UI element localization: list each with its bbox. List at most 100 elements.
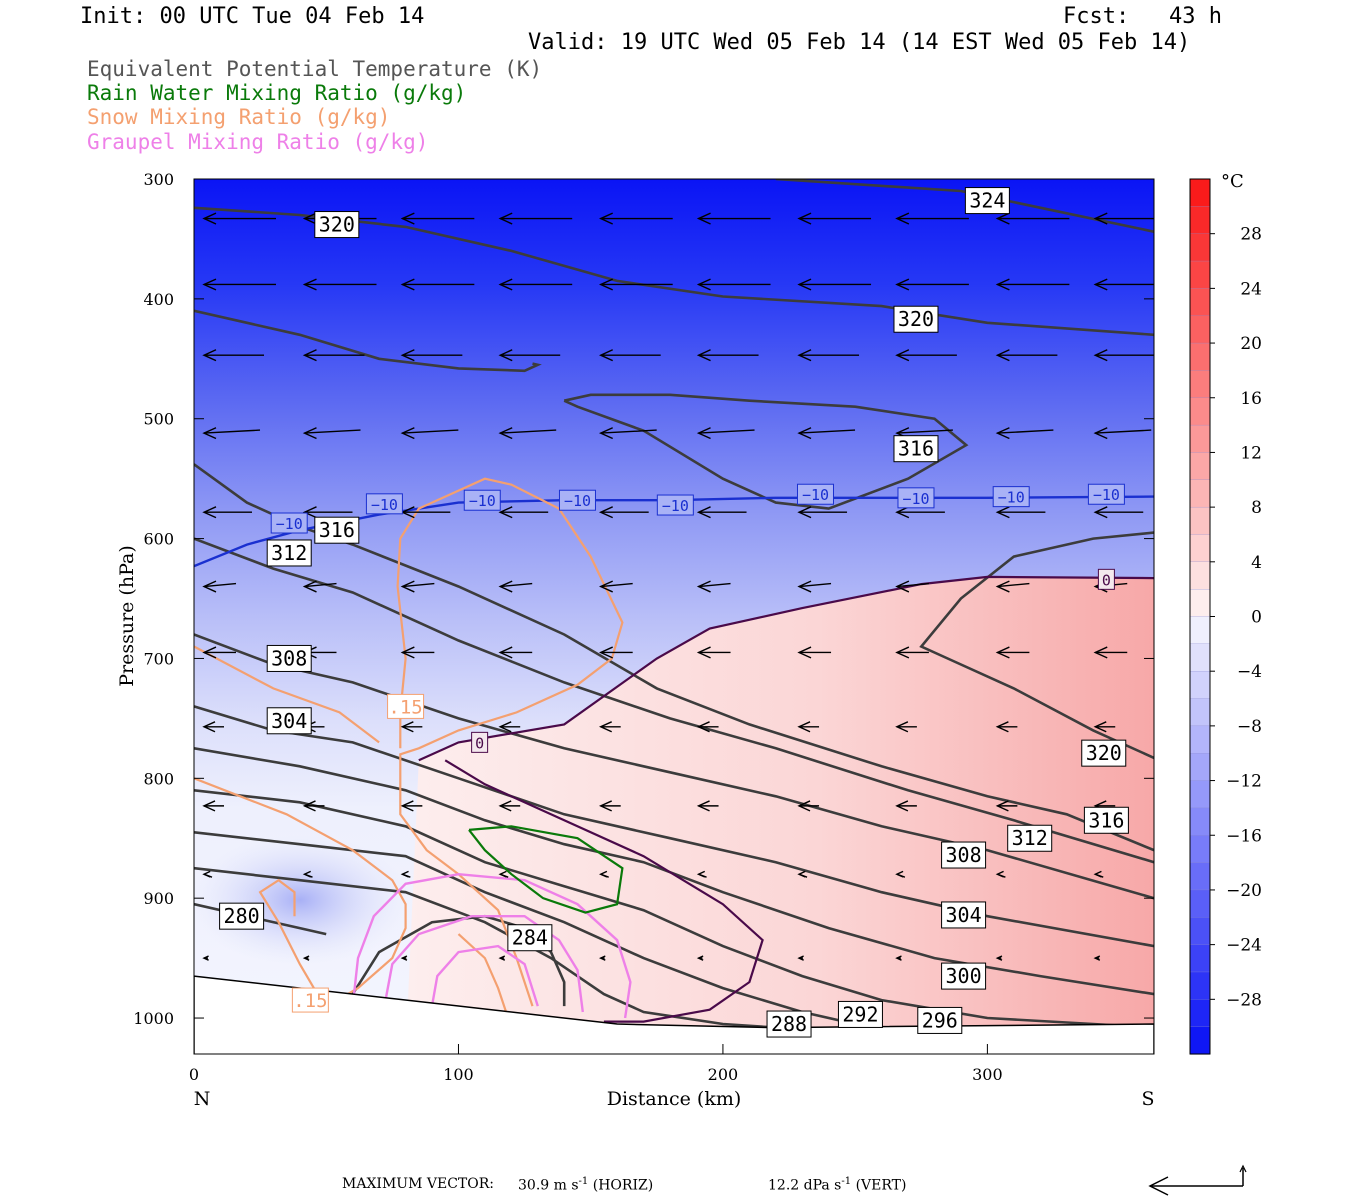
wind-vector — [202, 721, 224, 733]
theta-e-contour-288 — [194, 866, 776, 1029]
wind-vector — [202, 427, 261, 440]
valid-time: Valid: 19 UTC Wed 05 Feb 14 (14 EST Wed … — [528, 30, 1191, 55]
wind-vector — [1093, 870, 1104, 878]
vert-exponent: -1 — [841, 1176, 852, 1187]
wind-vector-head — [400, 721, 414, 733]
theta-e-label-292-box — [837, 1000, 883, 1028]
wind-vector — [302, 278, 377, 291]
wind-vector — [498, 506, 549, 519]
max-vector-label: MAXIMUM VECTOR: — [342, 1176, 494, 1192]
colorbar-tick-label: −20 — [1226, 881, 1262, 901]
theta-e-label-284-box — [507, 924, 553, 952]
colorbar-band — [1189, 178, 1211, 207]
wind-vector-head — [696, 870, 706, 878]
wind-vector-head — [302, 870, 311, 878]
wind-vector — [598, 646, 633, 659]
theta-e-label-280: 280 — [224, 904, 260, 928]
y-axis-label: Pressure (hPa) — [116, 545, 138, 687]
wind-vector-head — [995, 580, 1010, 593]
wind-vector — [598, 580, 633, 593]
colorbar: 28 24 20 16 12 8 4 0 −4 −8 −12 −16 −20 −24 −28 — [1189, 178, 1262, 1055]
wind-vector-head — [400, 427, 415, 440]
isotherm-label-0: 0 — [1102, 571, 1111, 589]
rain-contour — [468, 825, 624, 914]
theta-e-label-320: 320 — [898, 307, 934, 331]
wind-vector — [400, 349, 463, 362]
wind-vector-head — [895, 506, 910, 519]
wind-vector — [498, 349, 561, 362]
wind-vector — [895, 580, 929, 593]
colorbar-band — [1189, 260, 1211, 290]
theta-e-label-288-box — [766, 1010, 812, 1038]
wind-vector-head — [1093, 278, 1108, 291]
theta-e-label-312-box — [266, 539, 312, 567]
wind-vector-head — [696, 580, 711, 593]
wind-vector-head — [598, 427, 613, 440]
colorbar-band — [1189, 616, 1211, 645]
wind-vector — [995, 870, 1006, 878]
wind-vector-head — [696, 506, 711, 519]
wind-vector — [995, 349, 1058, 362]
colorbar-tick-label: 0 — [1251, 608, 1262, 628]
isotherm-label--10-box — [1087, 483, 1125, 505]
wind-vector — [895, 721, 917, 733]
wind-vector — [1093, 646, 1128, 659]
colorbar-unit: °C — [1221, 171, 1244, 192]
theta-e-label-296-box — [917, 1006, 963, 1034]
colorbar-band — [1189, 342, 1211, 372]
wind-vector-head — [1093, 506, 1108, 519]
theta-e-label-316-box — [893, 435, 939, 463]
wind-vector-head — [202, 955, 209, 961]
legend-snow: Snow Mixing Ratio (g/kg) — [87, 105, 391, 129]
wind-vector-head — [995, 212, 1010, 225]
wind-vector-shaft — [798, 582, 832, 588]
theta-e-label-320-box — [1081, 739, 1127, 767]
isotherm-label--10: −10 — [469, 492, 496, 510]
wind-vector — [995, 212, 1070, 225]
wind-vector-head — [302, 506, 317, 519]
colorbar-band — [1189, 889, 1211, 918]
wind-vector-head — [202, 721, 216, 733]
wind-vector-head — [498, 427, 513, 440]
wind-vector-head — [598, 212, 613, 225]
wind-vector-head — [797, 646, 812, 659]
theta-e-label-292: 292 — [842, 1002, 878, 1026]
isotherm-label--10: −10 — [902, 490, 929, 508]
theta-e-contour-304 — [194, 705, 1154, 948]
wind-vector — [895, 800, 917, 812]
wind-vector-head — [1093, 646, 1108, 659]
colorbar-tick-label: 16 — [1240, 389, 1262, 409]
wind-vector — [302, 349, 365, 362]
wind-vector-head — [995, 955, 1003, 961]
colorbar-tick-label: 20 — [1240, 334, 1262, 354]
wind-vector — [995, 580, 1030, 593]
horiz-unit: (HORIZ) — [592, 1177, 654, 1194]
wind-vector — [995, 427, 1054, 440]
wind-vector-head — [797, 212, 812, 225]
legend-rain: Rain Water Mixing Ratio (g/kg) — [87, 81, 467, 105]
theta-e-label-324: 324 — [969, 189, 1005, 213]
wind-vector — [797, 800, 820, 812]
wind-vector — [895, 955, 902, 961]
colorbar-tick-label: −12 — [1226, 772, 1262, 792]
wind-vector-head — [797, 870, 806, 878]
wind-vector-head — [202, 427, 217, 440]
snow-label: .15 — [293, 990, 327, 1012]
wind-vector-head — [498, 800, 512, 812]
wind-vector-shaft — [1095, 429, 1152, 434]
y-tick-label: 300 — [143, 170, 174, 189]
wind-vector — [797, 646, 832, 659]
wind-vector-head — [696, 800, 710, 812]
wind-vector-head — [400, 278, 415, 291]
isotherm-label--10: −10 — [276, 515, 303, 533]
theta-e-label-320: 320 — [319, 213, 355, 237]
theta-e-label-284: 284 — [512, 926, 548, 950]
wind-vector-shaft — [500, 582, 533, 588]
wind-vector-head — [895, 212, 910, 225]
wind-vector — [202, 278, 276, 291]
wind-vector-head — [202, 212, 217, 225]
wind-vector — [696, 646, 731, 659]
graupel-contours — [351, 872, 632, 1019]
theta-e-contour-320 — [919, 531, 1154, 760]
x-tick-label: 200 — [708, 1065, 739, 1084]
